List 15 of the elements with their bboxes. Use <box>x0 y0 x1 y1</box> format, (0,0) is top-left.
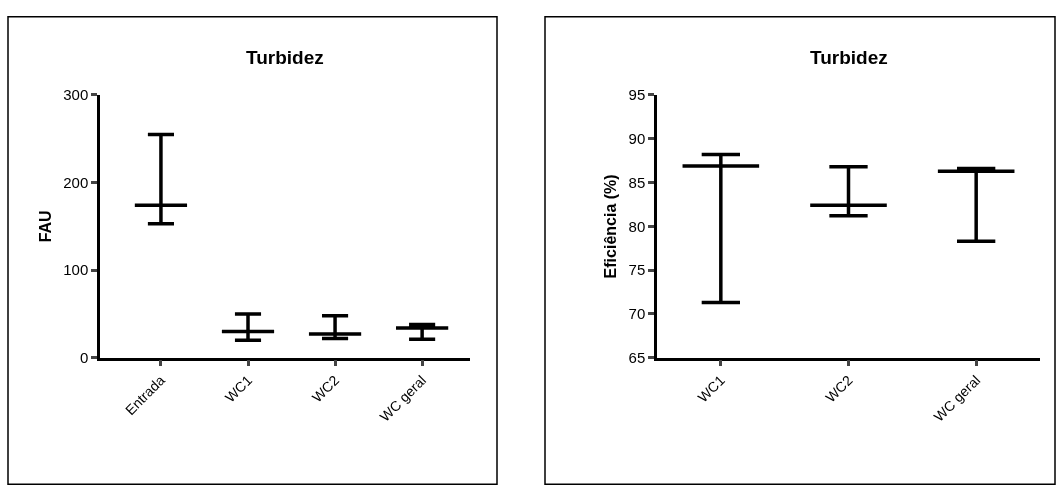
y-tick-label: 90 <box>628 130 646 148</box>
y-tick-label: 0 <box>79 348 89 366</box>
y-tick-label: 70 <box>628 305 646 323</box>
y-tick-label: 100 <box>63 261 89 279</box>
y-axis-title: Eficiência (%) <box>602 174 620 279</box>
y-tick-label: 300 <box>63 86 89 104</box>
y-tick-label: 200 <box>63 173 89 191</box>
y-tick-label: 95 <box>628 86 646 104</box>
y-axis-title: FAU <box>37 210 55 243</box>
y-tick-label: 85 <box>628 173 646 191</box>
y-tick-label: 65 <box>628 348 646 366</box>
y-tick-label: 75 <box>628 261 646 279</box>
chart-title: Turbidez <box>246 47 324 68</box>
y-tick-label: 80 <box>628 217 646 235</box>
chart-title: Turbidez <box>810 47 888 68</box>
